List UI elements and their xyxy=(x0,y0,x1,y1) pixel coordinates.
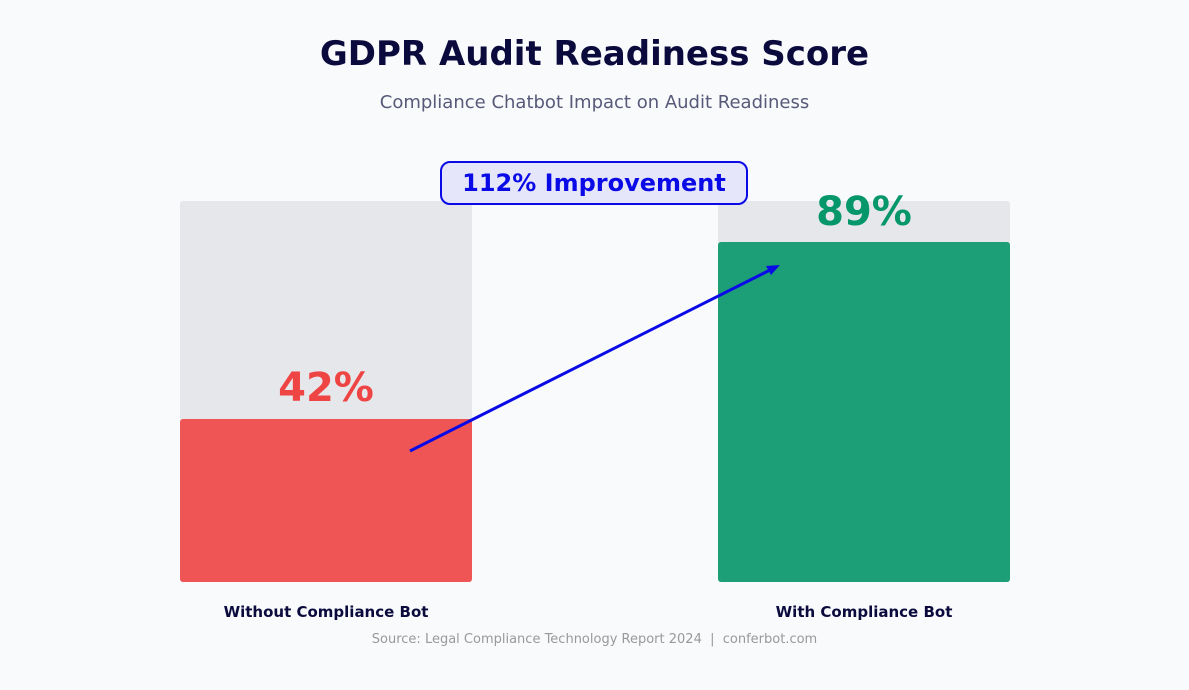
bar-without-bot xyxy=(180,419,472,582)
value-label-with: 89% xyxy=(816,189,912,235)
source-note: Source: Legal Compliance Technology Repo… xyxy=(371,632,818,647)
chart-title: GDPR Audit Readiness Score xyxy=(319,34,870,74)
bar-with-bot xyxy=(718,242,1010,582)
category-label-without: Without Compliance Bot xyxy=(223,603,429,621)
category-label-with: With Compliance Bot xyxy=(775,603,953,621)
improvement-badge: 112% Improvement xyxy=(440,161,748,205)
value-label-without: 42% xyxy=(278,365,374,411)
chart-subtitle: Compliance Chatbot Impact on Audit Readi… xyxy=(379,92,810,113)
